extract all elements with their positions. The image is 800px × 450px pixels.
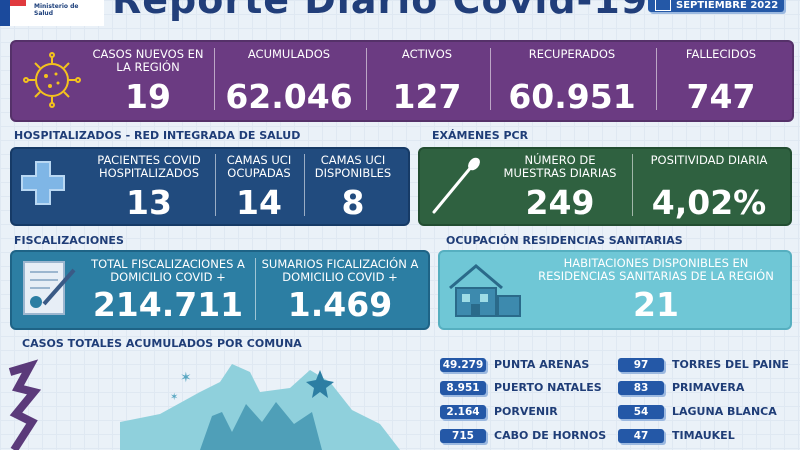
divider xyxy=(214,48,215,110)
comuna-value: 715 xyxy=(440,429,486,443)
divider xyxy=(255,258,256,320)
fiscal-total-value: 214.711 xyxy=(92,285,244,324)
comuna-name: PUNTA ARENAS xyxy=(494,358,590,371)
fiscal-sumarios-value: 1.469 xyxy=(287,285,393,324)
comuna-name: TIMAUKEL xyxy=(672,429,735,442)
hosp-pacientes-value: 13 xyxy=(126,183,172,222)
comuna-value: 47 xyxy=(618,429,664,443)
date-badge xyxy=(648,0,784,12)
comunas-section-title: CASOS TOTALES ACUMULADOS POR COMUNA xyxy=(22,337,302,350)
pcr-section-title: EXÁMENES PCR xyxy=(432,129,529,142)
comuna-value: 8.951 xyxy=(440,381,486,395)
patagonia-illustration: ✶ ✶ xyxy=(8,359,400,450)
divider xyxy=(632,154,633,216)
summary-acum-label: ACUMULADOS xyxy=(247,47,331,61)
logo-flag-blue xyxy=(0,0,10,26)
hosp-pacientes-label: PACIENTES COVID HOSPITALIZADOS xyxy=(97,153,201,180)
pcr-muestras-value: 249 xyxy=(525,183,595,222)
fiscal-section-title: FISCALIZACIONES xyxy=(14,234,124,247)
summary-new-value: 19 xyxy=(125,77,171,116)
fiscal-total-label: TOTAL FISCALIZACIONES A DOMICILIO COVID … xyxy=(91,257,245,284)
date-text: SEPTIEMBRE 2022 xyxy=(676,0,779,11)
svg-text:✶: ✶ xyxy=(180,370,192,386)
comuna-value: 54 xyxy=(618,405,664,419)
comuna-value: 97 xyxy=(618,358,664,372)
logo-flag-red xyxy=(10,0,26,6)
residencias-section-title: OCUPACIÓN RESIDENCIAS SANITARIAS xyxy=(446,234,683,247)
divider xyxy=(656,48,657,110)
hosp-uci-disponibles-label: CAMAS UCI DISPONIBLES xyxy=(314,153,392,180)
pcr-positividad-value: 4,02% xyxy=(651,183,767,222)
summary-recup-value: 60.951 xyxy=(508,77,636,116)
summary-new-label: CASOS NUEVOS EN LA REGIÓN xyxy=(92,47,204,74)
comuna-name: PUERTO NATALES xyxy=(494,381,602,394)
comuna-name: CABO DE HORNOS xyxy=(494,429,607,442)
ministry-name: Ministerio de Salud xyxy=(34,3,79,17)
house-icon xyxy=(449,264,521,317)
summary-activos-label: ACTIVOS xyxy=(401,47,453,61)
page-title: Reporte Diario Covid-19 xyxy=(112,0,649,22)
divider xyxy=(366,48,367,110)
summary-panel xyxy=(10,40,794,122)
swab-icon xyxy=(432,157,480,214)
hospital-panel xyxy=(10,147,410,226)
hosp-uci-ocupadas-value: 14 xyxy=(236,183,282,222)
comuna-name: PRIMAVERA xyxy=(672,381,745,394)
document-pen-icon xyxy=(23,261,76,315)
hosp-uci-disponibles-value: 8 xyxy=(341,183,365,222)
divider xyxy=(215,154,216,216)
pcr-muestras-label: NÚMERO DE MUESTRAS DIARIAS xyxy=(503,153,617,180)
residencias-value: 21 xyxy=(633,285,679,324)
summary-activos-value: 127 xyxy=(392,77,462,116)
calendar-icon xyxy=(655,0,671,11)
hospital-section-title: HOSPITALIZADOS - RED INTEGRADA DE SALUD xyxy=(14,129,301,142)
summary-acum-value: 62.046 xyxy=(225,77,353,116)
summary-fallecidos-value: 747 xyxy=(686,77,756,116)
fiscal-panel xyxy=(10,250,430,330)
pcr-panel xyxy=(418,147,792,226)
medical-cross-icon xyxy=(21,161,65,205)
hosp-uci-ocupadas-label: CAMAS UCI OCUPADAS xyxy=(226,153,292,180)
residencias-label: HABITACIONES DISPONIBLES EN RESIDENCIAS … xyxy=(538,256,774,283)
comuna-value: 49.279 xyxy=(440,358,486,372)
comuna-name: PORVENIR xyxy=(494,405,558,418)
svg-text:✶: ✶ xyxy=(170,392,178,403)
virus-icon xyxy=(23,52,81,108)
divider xyxy=(490,48,491,110)
pcr-positividad-label: POSITIVIDAD DIARIA xyxy=(650,153,768,167)
comuna-value: 2.164 xyxy=(440,405,486,419)
summary-fallecidos-label: FALLECIDOS xyxy=(685,47,757,61)
divider xyxy=(304,154,305,216)
fiscal-sumarios-label: SUMARIOS FICALIZACIÓN A DOMICILIO COVID … xyxy=(261,257,419,284)
comuna-name: LAGUNA BLANCA xyxy=(672,405,777,418)
comuna-value: 83 xyxy=(618,381,664,395)
comuna-name: TORRES DEL PAINE xyxy=(672,358,789,371)
summary-recup-label: RECUPERADOS xyxy=(528,47,616,61)
